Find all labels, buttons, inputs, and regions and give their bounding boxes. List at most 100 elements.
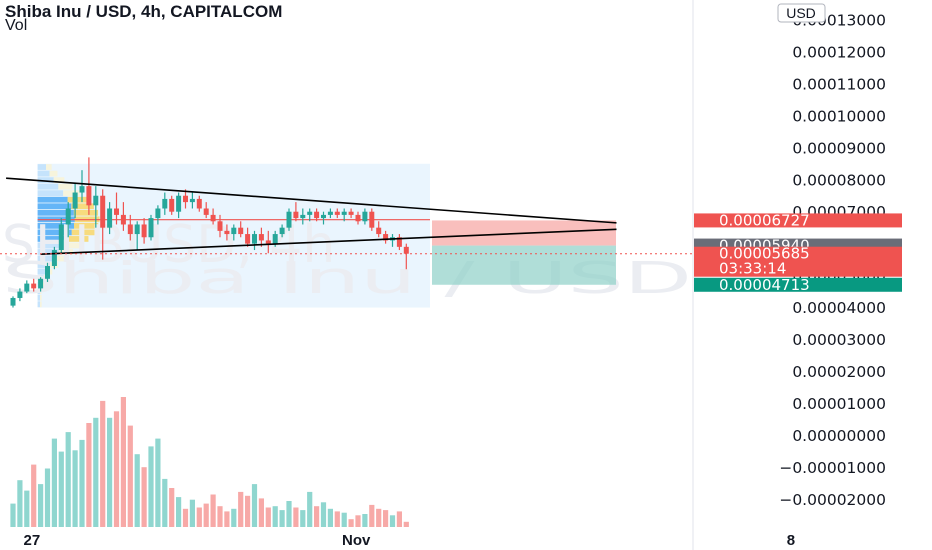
currency-selector[interactable]: USD — [777, 3, 826, 23]
volume-bar — [396, 511, 402, 527]
watermark-top: SHIBUSD, 4h — [2, 215, 335, 275]
volume-profile-row — [37, 288, 41, 295]
price-tick-label: −0.00002000 — [779, 491, 886, 509]
trendline — [6, 177, 617, 224]
volume-bar — [389, 515, 396, 527]
volume-bar — [362, 514, 368, 527]
candle-body — [114, 208, 119, 215]
price-tick-label: 0.00002000 — [792, 363, 886, 381]
volume-bar — [79, 439, 85, 527]
volume-bar — [24, 490, 30, 527]
candle-body — [127, 224, 133, 235]
volume-bar — [210, 494, 216, 527]
candle-body — [162, 198, 168, 209]
volume-bar — [58, 451, 64, 527]
candle-body — [403, 246, 409, 254]
volume-profile-row — [68, 236, 89, 242]
position-stop-zone — [432, 245, 616, 285]
candle-body — [141, 224, 147, 238]
candle-body — [203, 208, 209, 215]
candle-body — [169, 198, 175, 212]
tag-stop: 0.00004713 — [694, 276, 902, 294]
volume-bar — [369, 504, 375, 527]
volume-profile-row — [58, 249, 74, 255]
candle-body — [155, 208, 161, 219]
volume-bar — [134, 454, 140, 527]
volume-bar — [355, 515, 361, 527]
tag-last-bg — [694, 246, 902, 277]
volume-indicator-label[interactable]: Vol — [5, 17, 28, 34]
candle-body — [148, 218, 154, 238]
candle-body — [334, 211, 340, 215]
volume-profile-row — [46, 164, 52, 170]
candle-body — [300, 214, 306, 219]
candle-body — [341, 211, 347, 215]
price-tick-label: 0.00003000 — [792, 331, 886, 349]
tag-stop-bg — [694, 277, 902, 292]
volume-bar — [279, 510, 285, 527]
volume-bar — [245, 495, 251, 527]
price-tick-label: 0.00000000 — [792, 427, 886, 445]
countdown-timer: 03:33:14 — [719, 260, 786, 278]
volume-bar — [38, 484, 44, 527]
volume-profile-row — [63, 242, 82, 249]
candle-body — [224, 230, 230, 235]
volume-bar — [113, 411, 120, 527]
candle-body — [86, 186, 92, 206]
volume-profile-row — [37, 268, 47, 275]
volume-profile-row — [37, 190, 64, 197]
volume-bar — [182, 508, 189, 527]
volume-bar — [86, 423, 92, 527]
candle-body — [355, 214, 361, 222]
candle-body — [286, 211, 292, 228]
time-tick-label: Nov — [342, 532, 371, 549]
volume-bar — [314, 506, 320, 527]
candle-body — [217, 221, 223, 231]
volume-bar — [120, 397, 126, 527]
volume-bar — [155, 438, 161, 527]
volume-bar — [169, 488, 175, 527]
candle-body — [100, 195, 106, 228]
tag-stop-value: 0.00004713 — [719, 276, 810, 294]
candle-body — [231, 227, 237, 235]
volume-profile-row — [73, 209, 99, 216]
volume-profile-row — [49, 170, 58, 177]
volume-bar — [17, 480, 23, 527]
volume-bar — [127, 425, 133, 527]
tag-last-value: 0.00005685 — [719, 245, 810, 263]
volume-bar — [189, 499, 195, 527]
candle-body — [17, 291, 23, 298]
volume-profile-row — [37, 203, 72, 210]
volume-bar — [217, 506, 223, 527]
volume-bar — [107, 417, 113, 527]
candle-body — [183, 195, 188, 203]
volume-profile-row — [40, 294, 42, 301]
volume-bar — [65, 432, 71, 527]
candle-body — [65, 208, 71, 225]
time-tick-label: 8 — [787, 532, 795, 549]
candle-body — [376, 227, 382, 235]
candle-body — [196, 198, 202, 209]
candle-body — [189, 198, 195, 203]
candle-body — [245, 234, 251, 244]
volume-profile-row — [37, 249, 59, 255]
volume-profile-row — [63, 190, 81, 197]
candle-body — [134, 224, 140, 235]
volume-profile-row — [37, 209, 74, 216]
volume-bar — [238, 491, 244, 527]
tag-target-bg — [694, 213, 902, 228]
volume-bar — [383, 510, 389, 527]
price-tick-label: −0.00001000 — [779, 459, 886, 477]
price-tick-label: 0.00011000 — [792, 75, 886, 93]
volume-profile-row — [37, 301, 40, 308]
candle-body — [10, 297, 16, 306]
volume-bar — [93, 417, 99, 527]
time-scale[interactable]: 27 Nov 8 — [24, 532, 796, 549]
volume-profile-row — [53, 177, 65, 183]
chart-title: Shiba Inu / USD, 4h, CAPITALCOM — [5, 2, 283, 21]
volume-profile-row — [71, 203, 94, 210]
trendlines[interactable] — [6, 177, 617, 255]
candle-body — [38, 278, 44, 289]
volume-profile-row — [37, 262, 50, 268]
